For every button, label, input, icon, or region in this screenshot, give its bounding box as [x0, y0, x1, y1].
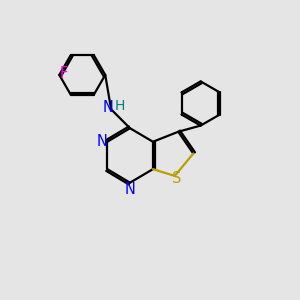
Text: N: N — [102, 100, 113, 116]
Text: H: H — [114, 99, 124, 113]
Text: N: N — [97, 134, 107, 149]
Text: S: S — [172, 171, 182, 186]
Text: N: N — [124, 182, 135, 197]
Text: F: F — [60, 66, 68, 81]
